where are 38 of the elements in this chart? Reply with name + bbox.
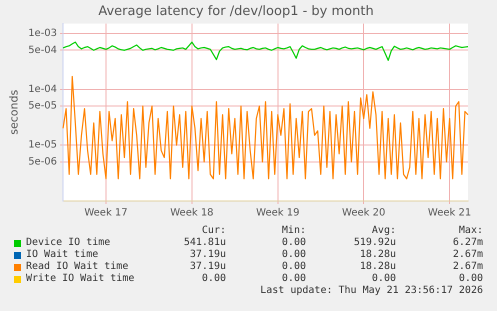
text: Max:: [458, 225, 483, 237]
text: 0.00: [282, 237, 306, 249]
text: 6.27m: [452, 237, 483, 249]
text: 0.00: [458, 273, 483, 285]
y-tick-label: 5e-05: [28, 100, 58, 112]
y-tick-label: 1e-05: [28, 140, 58, 151]
y-tick-label: 5e-06: [28, 156, 58, 168]
text: 2.67m: [452, 249, 483, 261]
x-tick-label: Week 18: [170, 208, 214, 219]
text: 0.00: [282, 261, 306, 273]
legend-label: Write IO Wait time: [26, 273, 134, 285]
text: Cur:: [202, 225, 226, 237]
x-tick-label: Week 21: [428, 208, 472, 219]
chart-title: Average latency for /dev/loop1 - by month: [98, 4, 374, 20]
text: Avg:: [372, 225, 396, 237]
legend-label: IO Wait time: [26, 249, 98, 261]
text: 37.19u: [190, 261, 226, 273]
y-axis-title: seconds: [7, 90, 20, 135]
x-tick-label: Week 20: [342, 208, 386, 219]
text: 0.00: [202, 273, 226, 285]
text: 541.81u: [184, 237, 226, 249]
text: 18.28u: [360, 249, 396, 261]
x-tick-label: Week 17: [84, 208, 128, 219]
x-tick-label: Week 19: [256, 208, 300, 219]
text: Min:: [282, 225, 306, 237]
text: 0.00: [282, 249, 306, 261]
text: 37.19u: [190, 249, 226, 261]
y-tick-label: 1e-03: [28, 28, 58, 40]
text: 0.00: [282, 273, 306, 285]
y-tick-label: 5e-04: [28, 44, 58, 56]
legend-label: Read IO Wait time: [26, 261, 128, 273]
legend-label: Device IO time: [26, 237, 110, 249]
text: 18.28u: [360, 261, 396, 273]
y-tick-label: 1e-04: [28, 84, 58, 95]
text: 2.67m: [452, 261, 483, 273]
text: 519.92u: [354, 237, 396, 249]
text: Last update: Thu May 21 23:56:17 2026: [260, 285, 483, 297]
text: 0.00: [372, 273, 396, 285]
